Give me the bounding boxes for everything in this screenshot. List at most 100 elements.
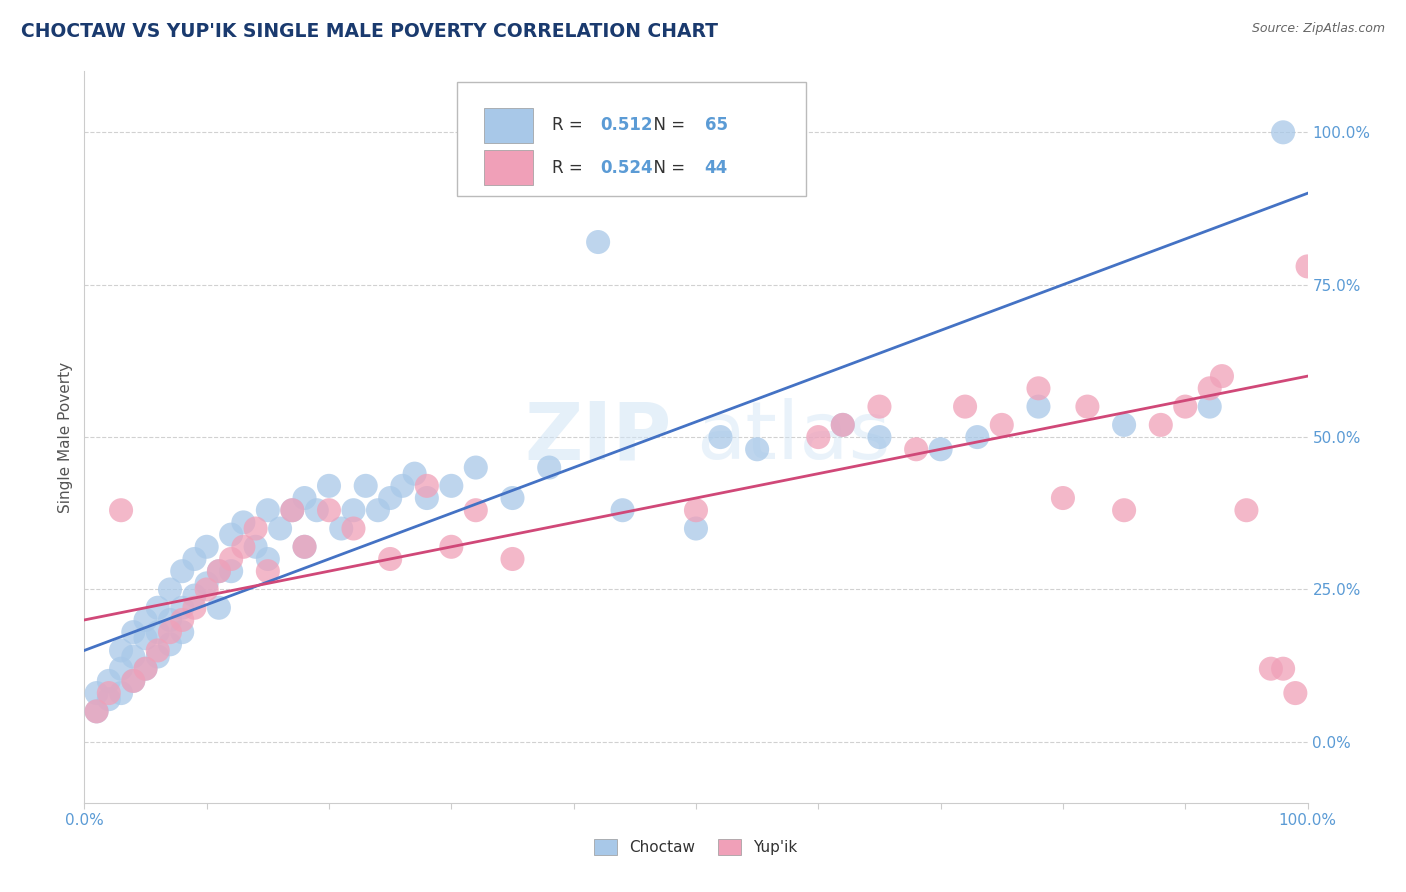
Point [245,521,267,535]
Text: 0.524: 0.524 [600,159,654,177]
Point [367,503,389,517]
Point [318,479,340,493]
Point [208,600,231,615]
Point [110,662,132,676]
Point [464,460,486,475]
Point [294,491,316,505]
Point [342,503,364,517]
Point [991,417,1014,432]
Point [146,643,169,657]
Text: R =: R = [551,117,588,135]
Point [538,460,561,475]
Point [172,600,194,615]
Point [380,552,402,566]
Point [685,521,707,535]
Point [232,540,254,554]
Point [172,613,194,627]
Point [416,479,439,493]
Point [869,430,891,444]
Point [146,600,169,615]
Point [122,649,145,664]
Point [245,540,267,554]
Point [1296,260,1319,274]
Point [110,643,132,657]
Point [159,613,181,627]
Point [440,540,463,554]
Point [380,491,402,505]
Point [172,564,194,578]
Text: 0.512: 0.512 [600,117,652,135]
Point [1198,400,1220,414]
Point [464,503,486,517]
Point [966,430,988,444]
Text: ZIP: ZIP [524,398,672,476]
Point [1076,400,1098,414]
Point [219,527,242,541]
Point [391,479,413,493]
Point [195,582,218,597]
Point [502,491,524,505]
Point [195,576,218,591]
Point [1150,417,1173,432]
Point [122,625,145,640]
Text: Source: ZipAtlas.com: Source: ZipAtlas.com [1251,22,1385,36]
Point [135,662,157,676]
Point [281,503,304,517]
Point [232,516,254,530]
Point [97,673,120,688]
Point [354,479,377,493]
Point [747,442,769,457]
Point [1198,381,1220,395]
Point [219,552,242,566]
Point [257,564,280,578]
Point [122,673,145,688]
Point [869,400,891,414]
Point [183,589,205,603]
Text: 65: 65 [704,117,727,135]
Point [208,564,231,578]
Point [1028,381,1050,395]
Point [330,521,353,535]
Point [318,503,340,517]
Point [183,600,205,615]
Point [586,235,609,249]
Point [416,491,439,505]
Point [1260,662,1282,676]
Legend: Choctaw, Yup'ik: Choctaw, Yup'ik [588,833,804,861]
Point [685,503,707,517]
Point [159,625,181,640]
Point [208,564,231,578]
Point [257,503,280,517]
Point [294,540,316,554]
Text: 44: 44 [704,159,728,177]
Point [146,649,169,664]
Point [159,582,181,597]
Point [97,686,120,700]
Point [135,613,157,627]
Point [135,632,157,646]
Point [1272,125,1295,139]
Point [1236,503,1258,517]
Point [1028,400,1050,414]
Point [195,540,218,554]
Text: R =: R = [551,159,588,177]
Point [807,430,830,444]
Point [110,503,132,517]
Point [1114,417,1136,432]
Point [404,467,426,481]
Point [709,430,731,444]
Bar [484,108,533,143]
Point [135,662,157,676]
Point [146,625,169,640]
Point [831,417,853,432]
Point [159,637,181,651]
Point [1174,400,1197,414]
Point [1272,662,1295,676]
Text: N =: N = [644,117,690,135]
Point [342,521,364,535]
Point [219,564,242,578]
Point [110,686,132,700]
Bar [484,151,533,186]
Point [183,552,205,566]
Text: CHOCTAW VS YUP'IK SINGLE MALE POVERTY CORRELATION CHART: CHOCTAW VS YUP'IK SINGLE MALE POVERTY CO… [21,22,718,41]
